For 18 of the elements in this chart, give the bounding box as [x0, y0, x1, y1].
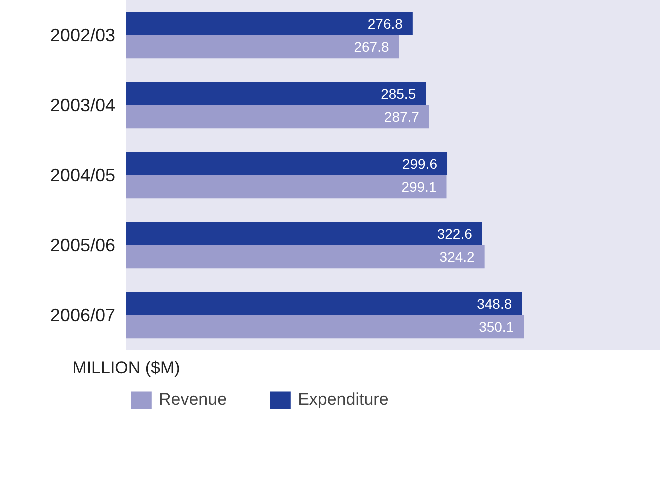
y-tick-label: 2003/04: [50, 96, 116, 116]
y-tick-label: 2005/06: [50, 236, 116, 256]
data-label: 299.6: [402, 156, 438, 172]
legend-label: Revenue: [159, 390, 228, 410]
data-label: 285.5: [381, 86, 416, 102]
legend-label: Expenditure: [298, 390, 389, 410]
y-tick-label: 2006/07: [50, 306, 116, 326]
data-label: 324.2: [440, 249, 476, 266]
y-tick-label: 2002/03: [50, 26, 116, 46]
y-tick-label: 2004/05: [50, 166, 116, 186]
data-label: 287.7: [384, 109, 420, 126]
data-label: 276.8: [368, 16, 404, 32]
data-label: 299.1: [402, 179, 437, 196]
data-label: 348.8: [477, 296, 512, 312]
data-label: 350.1: [479, 319, 514, 336]
data-label: 267.8: [354, 39, 390, 56]
data-label: 322.6: [437, 226, 473, 242]
x-axis-title: MILLION ($M): [72, 358, 180, 378]
